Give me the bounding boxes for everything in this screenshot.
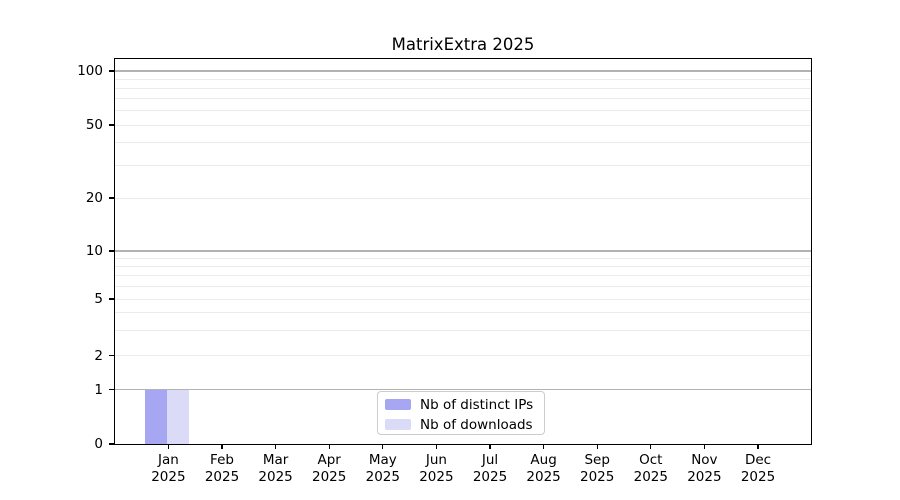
x-tick-month: Jan (157, 452, 179, 468)
x-tick-month: Jun (425, 452, 447, 468)
x-tick-label: Nov 2025 (672, 452, 736, 486)
y-tick-label: 5 (94, 291, 103, 307)
legend-label-distinct-ips: Nb of distinct IPs (420, 396, 534, 413)
x-tick-label: May 2025 (351, 452, 415, 486)
gridline-minor (115, 197, 811, 199)
y-tick-label: 50 (85, 117, 103, 133)
x-tick-month: May (368, 452, 397, 468)
x-tick-month: Dec (744, 452, 772, 468)
gridline-minor (115, 78, 811, 80)
x-tick (328, 444, 330, 449)
y-tick (109, 298, 115, 300)
y-tick (109, 388, 115, 391)
legend-swatch-distinct-ips (385, 399, 411, 410)
gridline-minor (115, 142, 811, 144)
gridline-minor (115, 165, 811, 167)
x-tick-label: Jan 2025 (136, 452, 200, 486)
gridline-minor (115, 124, 811, 126)
x-tick-label: Dec 2025 (726, 452, 790, 486)
y-tick (109, 443, 115, 445)
x-tick-year: 2025 (151, 469, 186, 485)
gridline-minor (115, 285, 811, 287)
x-tick-month: Aug (530, 452, 557, 468)
x-tick-month: Feb (210, 452, 234, 468)
gridline-minor (115, 275, 811, 277)
x-tick (221, 444, 223, 449)
gridline-minor (115, 298, 811, 300)
x-tick-month: Mar (262, 452, 289, 468)
bar-nb-of-distinct-ips-jan-2025 (145, 389, 168, 444)
x-tick-year: 2025 (472, 469, 508, 485)
x-tick-label: Oct 2025 (619, 452, 683, 486)
y-tick (109, 197, 115, 199)
x-tick (703, 444, 706, 449)
y-tick (109, 70, 115, 72)
x-tick-month: Oct (639, 452, 663, 468)
y-tick-label: 20 (85, 190, 103, 206)
chart-title: MatrixExtra 2025 (391, 35, 535, 54)
bar-nb-of-downloads-jan-2025 (167, 389, 190, 444)
y-tick (109, 250, 115, 252)
gridline-minor (115, 98, 811, 100)
x-tick-year: 2025 (204, 469, 240, 485)
x-tick (542, 444, 545, 449)
x-tick (757, 444, 759, 449)
y-tick (109, 124, 115, 126)
gridline-minor (115, 329, 811, 331)
legend: Nb of distinct IPs Nb of downloads (377, 391, 545, 435)
x-tick-year: 2025 (365, 469, 400, 485)
x-tick-month: Apr (317, 452, 341, 468)
x-tick (167, 444, 170, 449)
x-tick-label: Jun 2025 (404, 452, 468, 486)
x-tick (435, 444, 438, 449)
x-tick-label: Jul 2025 (458, 452, 522, 486)
x-tick-year: 2025 (740, 469, 776, 485)
x-tick-year: 2025 (580, 469, 615, 485)
x-tick-label: Mar 2025 (244, 452, 308, 486)
x-tick-year: 2025 (687, 469, 722, 485)
gridline-minor (115, 110, 811, 112)
x-tick-year: 2025 (419, 469, 454, 485)
gridline-major (115, 70, 811, 72)
gridline-minor (115, 257, 811, 259)
gridline-minor (115, 87, 811, 89)
x-tick-year: 2025 (633, 469, 668, 485)
gridline-minor (115, 265, 811, 267)
x-tick (489, 444, 491, 449)
y-tick-label: 100 (77, 63, 103, 79)
x-tick (382, 444, 384, 449)
x-tick-year: 2025 (312, 469, 347, 485)
gridline-major (115, 388, 811, 391)
x-tick-year: 2025 (526, 469, 561, 485)
y-tick-label: 2 (94, 347, 103, 364)
x-tick-month: Nov (691, 452, 718, 468)
y-tick-label: 0 (94, 436, 103, 452)
gridline-minor (115, 312, 811, 314)
gridline-minor (115, 355, 811, 356)
x-tick (596, 444, 598, 449)
y-tick-label: 1 (94, 381, 103, 398)
y-tick-label: 10 (85, 243, 103, 259)
x-tick (650, 444, 652, 449)
gridline-major (115, 250, 811, 252)
x-tick-label: Feb 2025 (190, 452, 254, 486)
y-tick (109, 354, 115, 357)
legend-label-downloads: Nb of downloads (420, 416, 533, 433)
x-tick-label: Aug 2025 (512, 452, 576, 486)
x-tick-month: Jul (481, 452, 499, 468)
x-tick-month: Sep (584, 452, 610, 468)
x-tick-label: Apr 2025 (297, 452, 361, 486)
x-tick (274, 444, 277, 449)
x-tick-label: Sep 2025 (565, 452, 629, 486)
legend-swatch-downloads (385, 419, 411, 430)
x-tick-year: 2025 (258, 469, 293, 485)
